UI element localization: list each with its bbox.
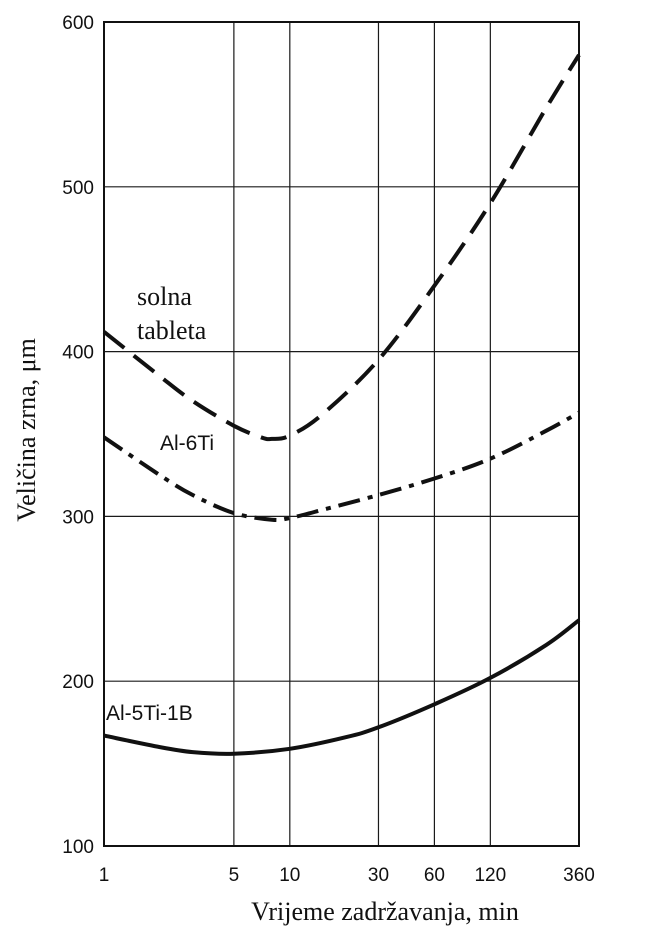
y-tick-label: 200: [62, 672, 94, 693]
series-label-al6ti: Al-6Ti: [160, 432, 214, 455]
series-lines: [102, 53, 581, 756]
x-tick-label: 360: [563, 865, 595, 886]
series-line-2: [103, 618, 581, 756]
y-tick-label: 500: [62, 178, 94, 199]
x-tick-label: 1: [99, 865, 110, 886]
x-tick-label: 5: [229, 865, 240, 886]
series-line-0: [102, 53, 581, 442]
x-tick-label: 10: [279, 865, 300, 886]
plot-frame: [103, 21, 580, 847]
series-label-al5ti1b: Al-5Ti-1B: [106, 702, 193, 725]
y-tick-label: 600: [62, 13, 94, 34]
x-tick-label: 60: [424, 865, 445, 886]
series-label-tableta: tableta: [137, 316, 207, 345]
x-axis-label: Vrijeme zadržavanja, min: [251, 897, 519, 926]
y-tick-label: 400: [62, 343, 94, 364]
tick-labels: 1 5 10 30 60 120 360 100 200 300 400 500 600: [62, 13, 595, 886]
x-tick-label: 120: [474, 865, 506, 886]
series-label-solna: solna: [137, 282, 192, 311]
y-tick-label: 100: [62, 837, 94, 858]
y-axis-label: Veličina zrna, μm: [12, 338, 41, 522]
y-tick-label: 300: [62, 507, 94, 528]
series-line-1: [102, 410, 580, 523]
x-tick-label: 30: [368, 865, 389, 886]
